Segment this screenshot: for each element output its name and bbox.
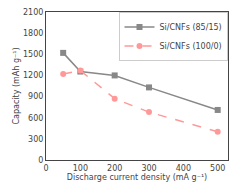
svg-text:Si/CNFs (100/0): Si/CNFs (100/0) <box>160 42 222 51</box>
svg-text:2100: 2100 <box>23 8 43 17</box>
svg-text:300: 300 <box>141 164 156 173</box>
svg-text:200: 200 <box>107 164 122 173</box>
svg-text:100: 100 <box>73 164 88 173</box>
svg-text:1500: 1500 <box>23 50 43 59</box>
svg-text:1800: 1800 <box>23 29 43 38</box>
svg-text:400: 400 <box>176 164 191 173</box>
svg-text:600: 600 <box>28 114 43 123</box>
svg-text:0: 0 <box>38 156 43 165</box>
svg-text:1200: 1200 <box>23 71 43 80</box>
svg-text:300: 300 <box>28 135 43 144</box>
svg-text:900: 900 <box>28 92 43 101</box>
svg-text:500: 500 <box>210 164 225 173</box>
svg-text:Si/CNFs (85/15): Si/CNFs (85/15) <box>160 23 222 32</box>
svg-text:Capacity (mAh g⁻¹): Capacity (mAh g⁻¹) <box>12 47 21 124</box>
svg-text:Discharge current density (mA: Discharge current density (mA g⁻¹) <box>67 173 207 182</box>
svg-text:0: 0 <box>43 164 48 173</box>
